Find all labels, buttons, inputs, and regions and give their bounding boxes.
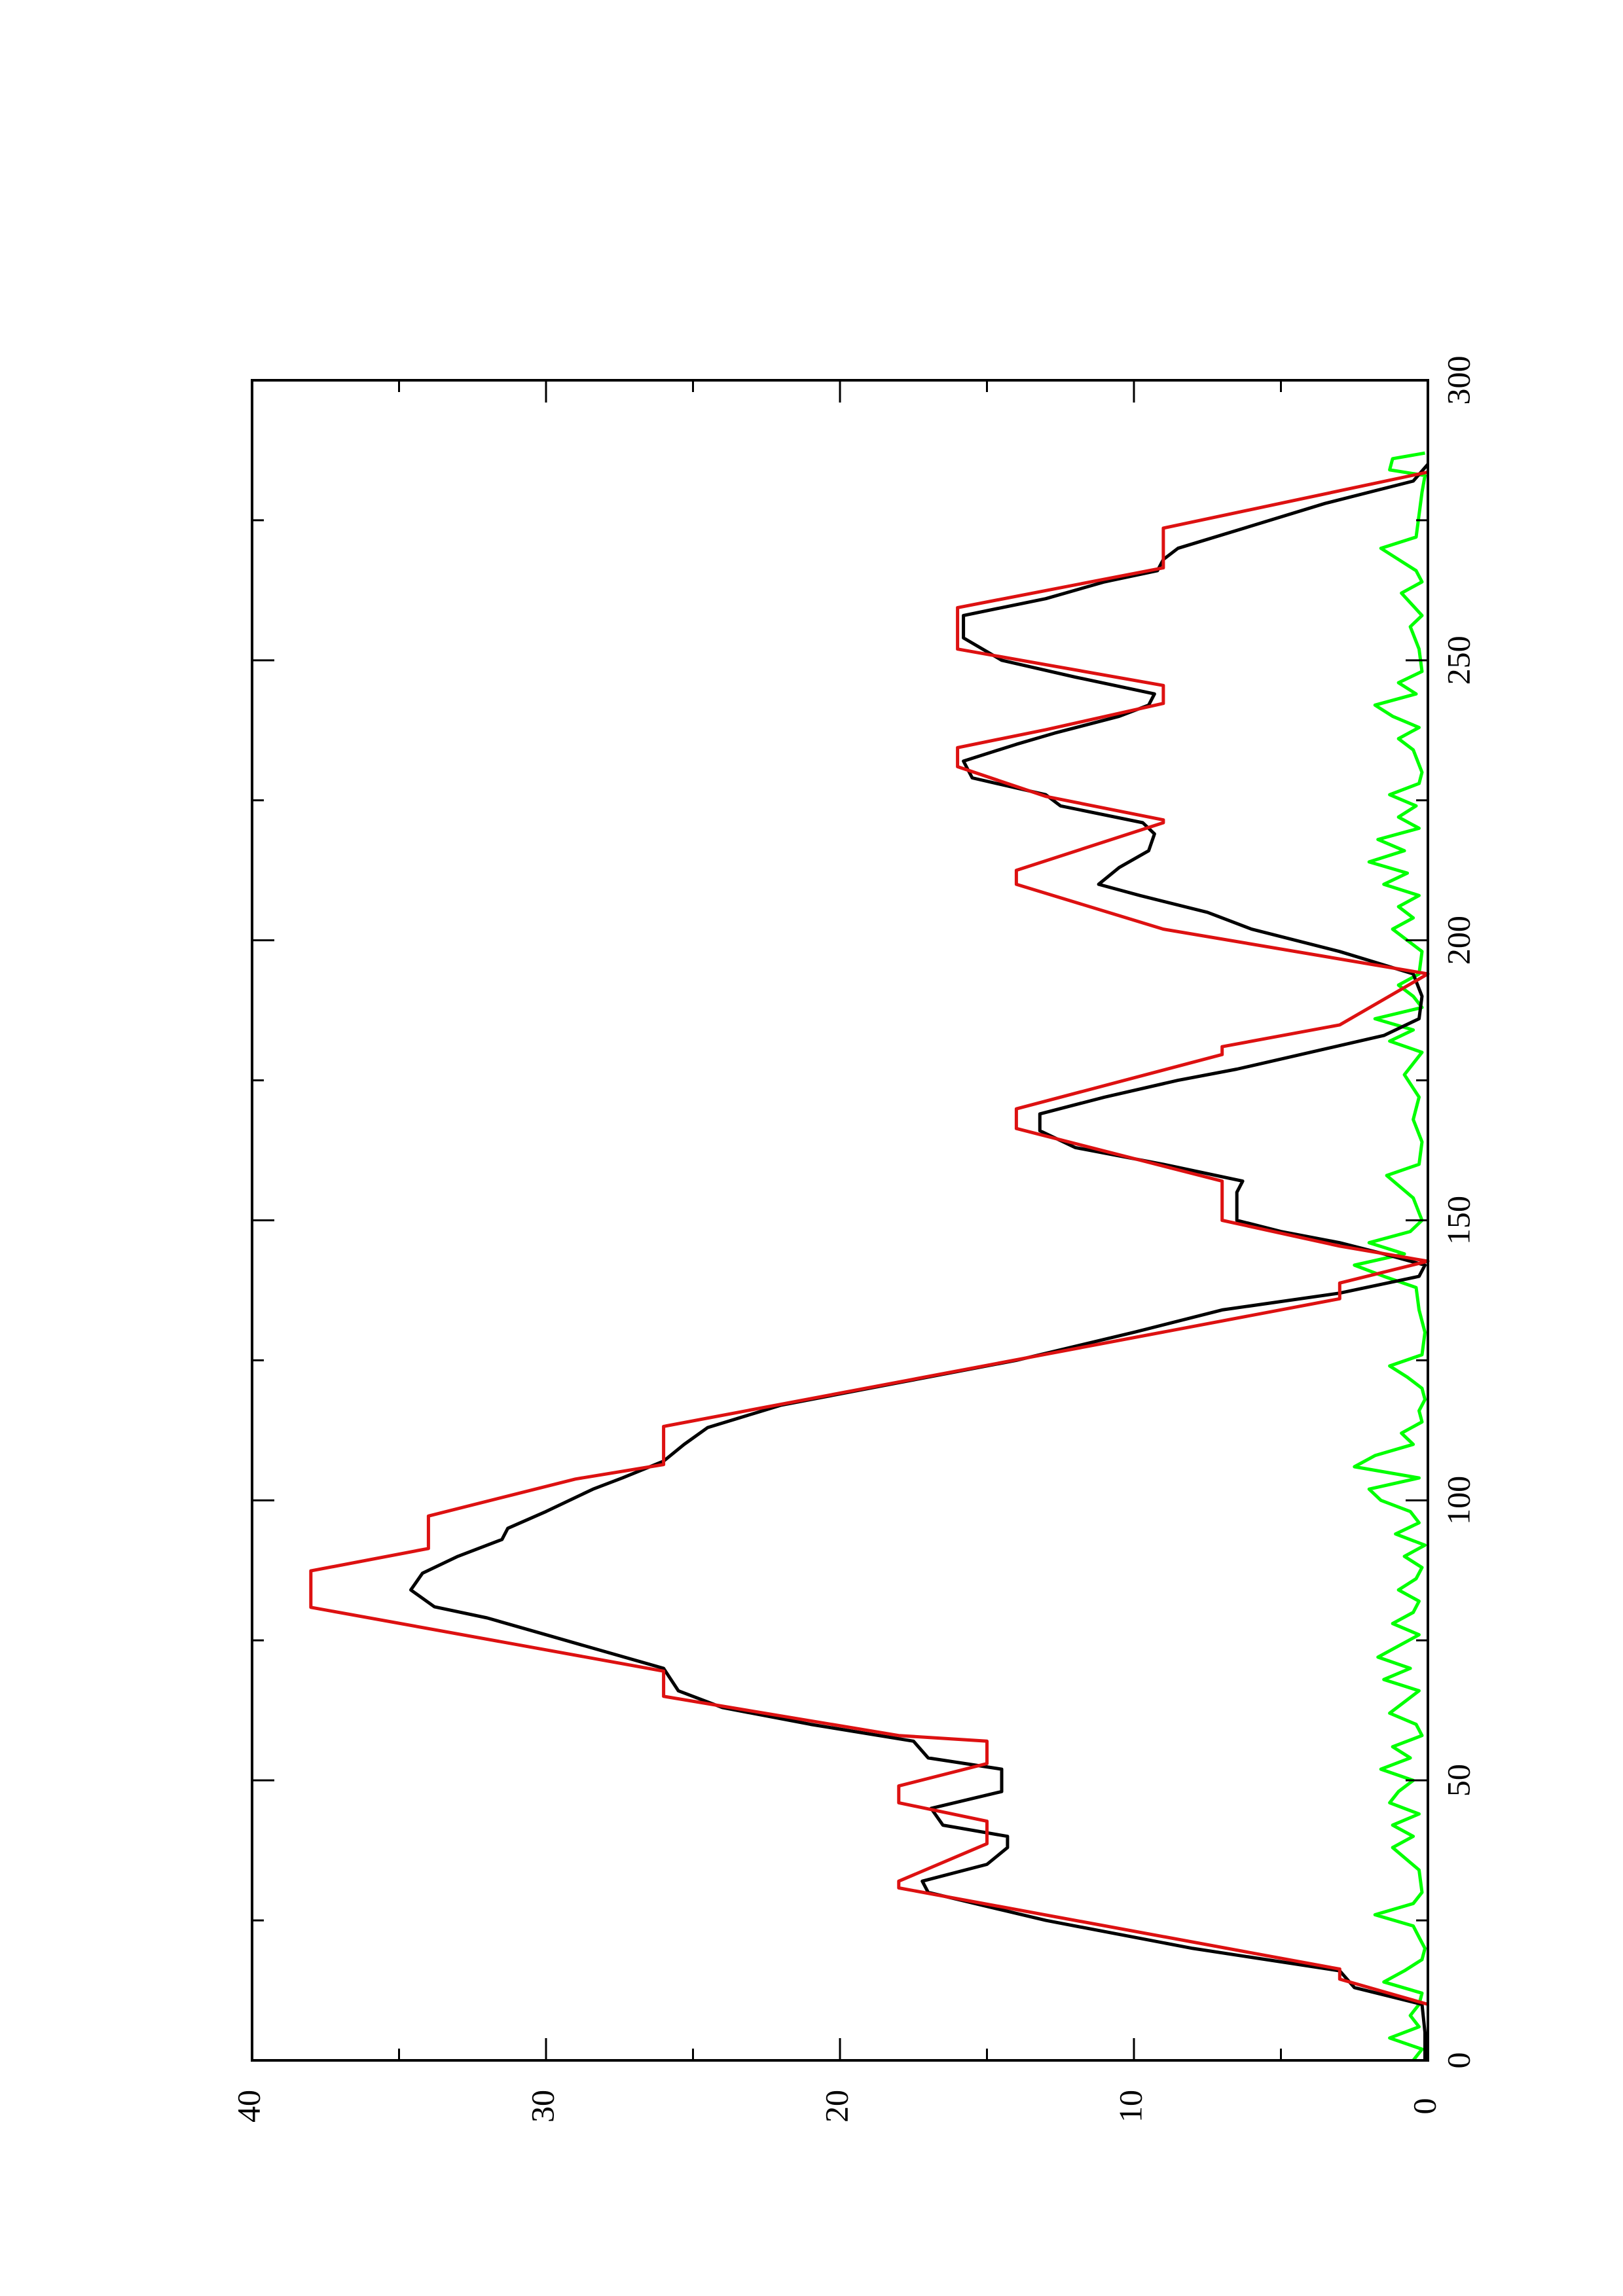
x-tick-label: 250 (1440, 636, 1476, 685)
y-tick-label: 20 (818, 2090, 854, 2123)
x-tick-label: 300 (1440, 356, 1476, 405)
data-line (409, 463, 1429, 2060)
x-tick-label: 50 (1440, 1764, 1476, 1797)
data-line (309, 470, 1430, 2006)
x-tick-label: 100 (1440, 1476, 1476, 1525)
y-tick-label: 0 (1406, 2098, 1442, 2115)
x-tick-label: 150 (1440, 1196, 1476, 1245)
x-tick-label: 200 (1440, 916, 1476, 965)
data-line (1353, 451, 1427, 2062)
plot-frame (251, 379, 1429, 2062)
y-tick-label: 10 (1112, 2090, 1148, 2123)
y-tick-label: 40 (230, 2090, 266, 2123)
x-tick-label: 0 (1440, 2053, 1476, 2069)
y-tick-label: 30 (524, 2090, 560, 2123)
